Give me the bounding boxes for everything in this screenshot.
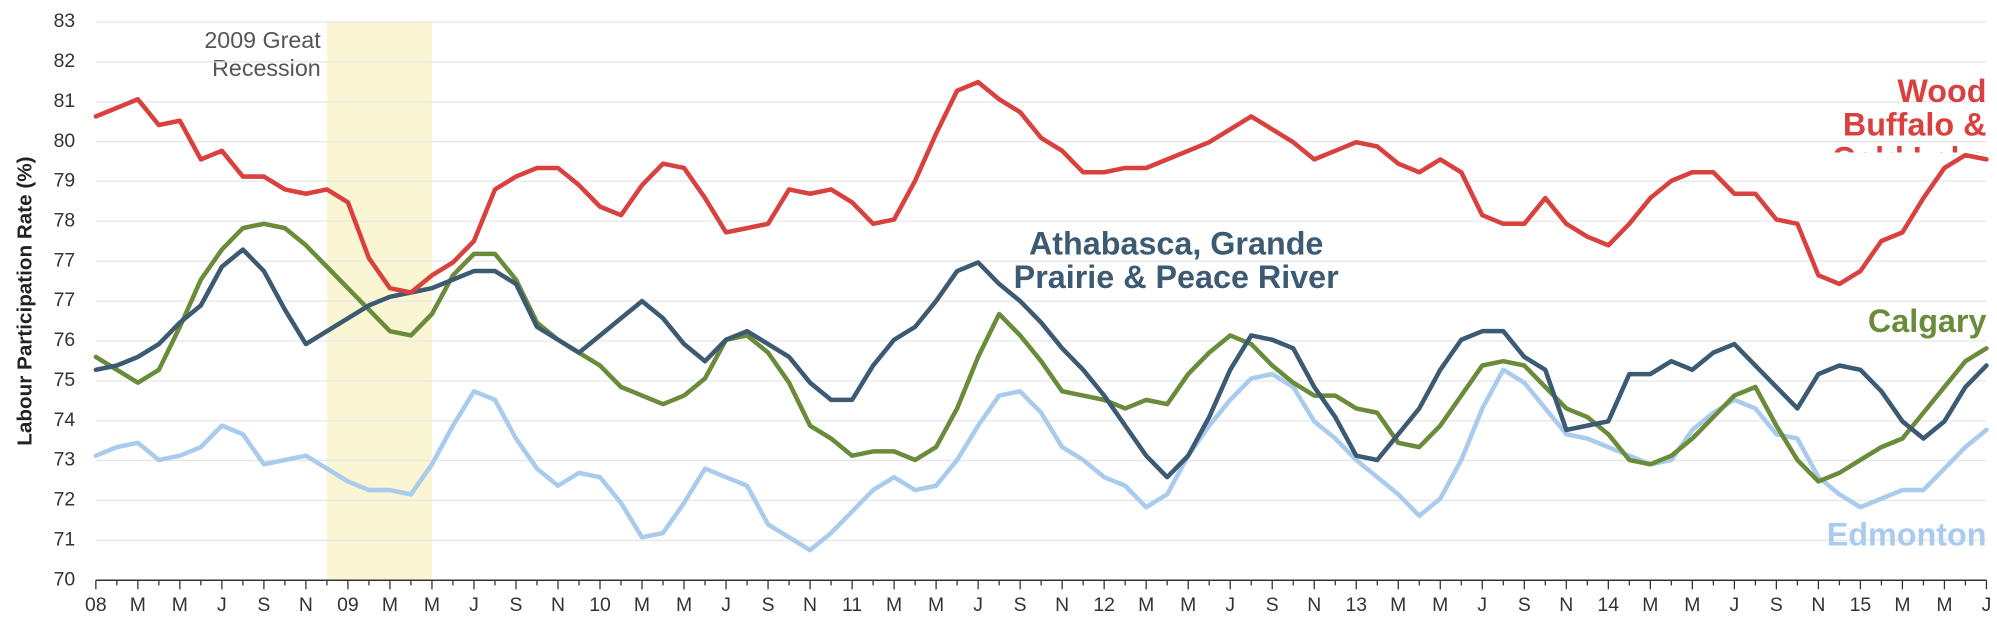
x-tick-label: M — [676, 594, 692, 616]
x-tick-label: 15 — [1850, 594, 1872, 616]
line-layer — [93, 79, 1989, 553]
x-tick-label: M — [1390, 594, 1406, 616]
series-line — [93, 79, 1989, 295]
series-label: Edmonton — [1826, 518, 1987, 554]
x-tick-label: M — [424, 594, 440, 616]
y-tick-label: 73 — [54, 449, 76, 471]
y-tick-label: 80 — [54, 130, 76, 152]
x-tick-label: M — [1432, 594, 1448, 616]
x-tick-label: 10 — [589, 594, 611, 616]
x-tick-label: N — [1307, 594, 1321, 616]
x-tick-label: 11 — [842, 594, 862, 616]
x-tick-label: M — [382, 594, 398, 616]
x-tick-label: M — [1936, 594, 1952, 616]
grid-layer: 70 71 72 73 74 75 76 77 77 78 79 80 81 82 83 08 M M J S N 09 M… — [54, 10, 1992, 616]
x-tick-label: N — [1559, 594, 1573, 616]
x-tick-label: 08 — [85, 594, 107, 616]
y-tick-label: 75 — [54, 369, 76, 391]
series-label: Athabasca, Grande Prairie & Peace River — [1013, 227, 1339, 296]
x-tick-label: J — [1477, 594, 1487, 616]
series-line — [93, 221, 1989, 484]
y-tick-label: 77 — [54, 249, 76, 271]
y-tick-label: 71 — [54, 528, 76, 550]
series-label-box: Wood Buffalo & Cold Lake — [1832, 74, 1987, 153]
y-tick-label: 82 — [54, 50, 76, 72]
y-tick-label: 70 — [54, 568, 76, 590]
series-label: Calgary — [1867, 304, 1987, 340]
x-tick-label: S — [762, 594, 775, 616]
y-tick-label: 83 — [54, 10, 76, 32]
x-tick-label: S — [1770, 594, 1783, 616]
x-tick-label: J — [1225, 594, 1235, 616]
x-tick-label: N — [299, 594, 313, 616]
x-tick-label: N — [1811, 594, 1825, 616]
x-tick-label: J — [1730, 594, 1740, 616]
x-tick-label: J — [1982, 594, 1992, 616]
series-label-box: Calgary — [1867, 304, 1987, 340]
x-tick-label: M — [634, 594, 650, 616]
series-label: Wood Buffalo & Cold Lake — [1832, 74, 1987, 153]
x-tick-label: 09 — [337, 594, 359, 616]
x-tick-label: N — [1055, 594, 1069, 616]
series-label-box: Athabasca, Grande Prairie & Peace River — [1013, 227, 1339, 296]
series-label-box: Edmonton — [1826, 518, 1987, 554]
y-tick-label: 72 — [54, 488, 76, 510]
y-tick-label: 81 — [54, 90, 76, 112]
y-tick-label: 77 — [54, 289, 76, 311]
y-axis-title: Labour Participation Rate (%) — [14, 156, 37, 445]
x-tick-label: M — [1642, 594, 1658, 616]
x-tick-label: M — [172, 594, 188, 616]
recession-label-box: 2009 Great Recession — [204, 27, 321, 82]
series-line — [93, 367, 1989, 553]
x-tick-label: S — [1014, 594, 1027, 616]
x-tick-label: S — [257, 594, 270, 616]
recession-label: 2009 Great Recession — [204, 27, 321, 82]
x-tick-label: S — [1518, 594, 1531, 616]
x-tick-label: M — [1138, 594, 1154, 616]
x-tick-label: M — [130, 594, 146, 616]
x-tick-label: 12 — [1093, 594, 1115, 616]
y-tick-label: 74 — [54, 409, 76, 431]
y-tick-label: 76 — [54, 329, 76, 351]
x-tick-label: M — [928, 594, 944, 616]
x-tick-label: S — [510, 594, 523, 616]
x-tick-label: M — [1180, 594, 1196, 616]
x-tick-label: S — [1266, 594, 1279, 616]
x-tick-label: J — [217, 594, 227, 616]
x-tick-label: M — [1894, 594, 1910, 616]
x-tick-label: N — [803, 594, 817, 616]
x-tick-label: J — [973, 594, 983, 616]
x-tick-label: N — [551, 594, 565, 616]
x-tick-label: M — [886, 594, 902, 616]
y-tick-label: 79 — [54, 169, 76, 191]
x-tick-label: 13 — [1345, 594, 1367, 616]
x-tick-label: J — [469, 594, 479, 616]
x-tick-label: J — [721, 594, 731, 616]
y-tick-label: 78 — [54, 209, 76, 231]
x-tick-label: 14 — [1598, 594, 1620, 616]
x-tick-label: M — [1684, 594, 1700, 616]
